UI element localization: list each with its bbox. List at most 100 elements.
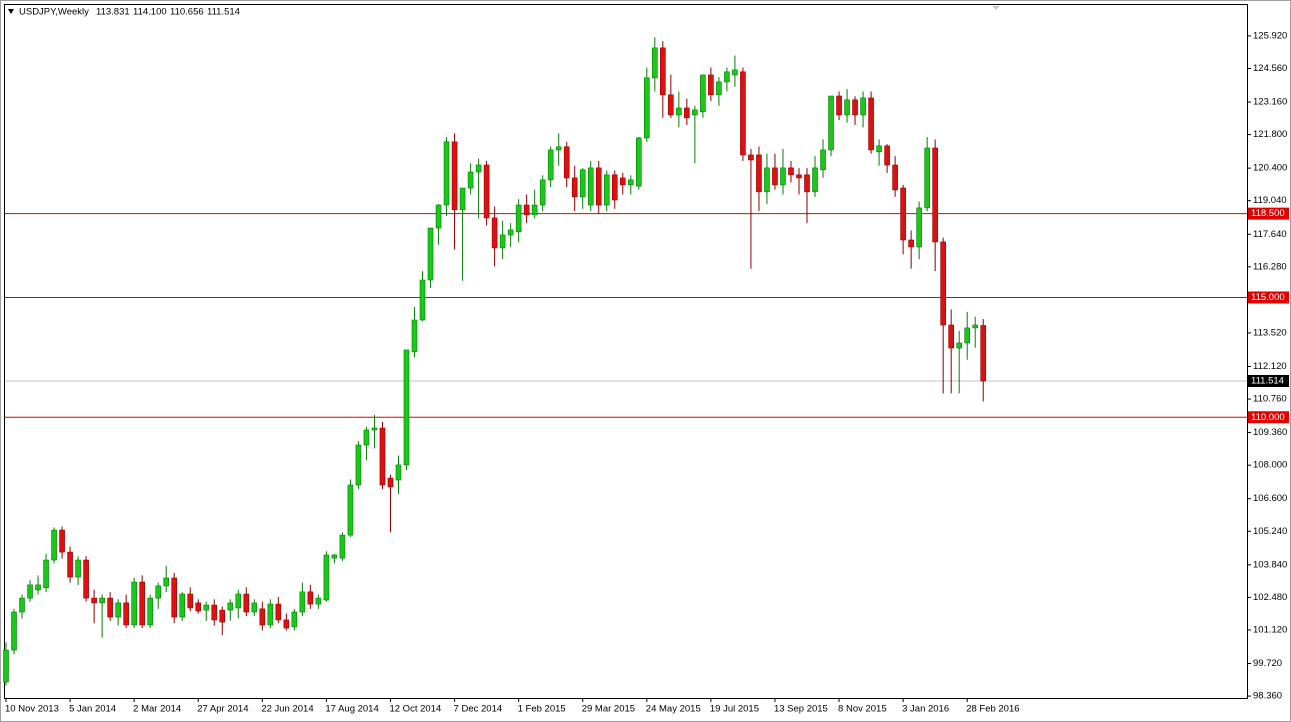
candle-body <box>75 559 81 578</box>
candle-body <box>187 593 194 609</box>
price-level-label: 111.514 <box>1251 376 1284 387</box>
candle-body <box>11 611 17 651</box>
candle-body <box>812 167 818 193</box>
candle-body <box>708 74 714 96</box>
candle-body <box>531 204 538 216</box>
candle-body <box>395 464 402 481</box>
candle-body <box>772 167 778 186</box>
candle-body <box>443 141 450 206</box>
price-level-label: 118.500 <box>1251 208 1285 219</box>
candle-body <box>740 71 746 156</box>
candle-body <box>756 154 762 193</box>
x-tick-label: 5 Jan 2014 <box>69 704 116 715</box>
candle-body <box>339 534 346 559</box>
y-tick-label: 106.600 <box>1253 493 1287 504</box>
ohlc-label: 110.656 <box>170 7 204 18</box>
candle-body <box>299 591 306 613</box>
candle-body <box>892 164 898 191</box>
symbol: USDJPY,Weekly <box>19 7 89 18</box>
candle-body <box>115 602 121 618</box>
candle-body <box>451 141 458 211</box>
price-level-box <box>1248 207 1289 220</box>
candle-body <box>123 602 129 626</box>
y-tick-label: 125.920 <box>1253 30 1287 41</box>
candle-body <box>371 427 378 431</box>
y-tick-label: 116.280 <box>1253 261 1287 272</box>
x-tick-label: 28 Feb 2016 <box>966 704 1019 715</box>
x-tick-label: 29 Mar 2015 <box>582 704 635 715</box>
candle-body <box>684 107 690 119</box>
candle-body <box>35 584 41 591</box>
x-tick-label: 2 Mar 2014 <box>133 704 181 715</box>
candle-body <box>948 324 954 349</box>
candle-body <box>940 241 946 326</box>
x-tick-label: 27 Apr 2014 <box>197 704 248 715</box>
candle-body <box>980 325 987 382</box>
candle-body <box>788 167 794 176</box>
candle-body <box>179 593 186 618</box>
price-level-box <box>1248 411 1289 424</box>
candle-body <box>243 593 250 613</box>
candle-body <box>195 602 202 612</box>
candle-body <box>748 154 754 161</box>
candle-body <box>131 581 137 626</box>
candle-body <box>643 77 650 139</box>
candle-body <box>283 619 290 629</box>
ohlc-label: 111.514 <box>207 7 240 18</box>
candle-body <box>259 608 266 626</box>
plot-area <box>4 4 1248 699</box>
candle-body <box>51 529 57 561</box>
candle-body <box>411 319 418 353</box>
candle-body <box>467 171 474 189</box>
candle-body <box>291 611 298 628</box>
candle-body <box>884 145 890 166</box>
candle-body <box>83 559 89 599</box>
y-tick-label: 105.240 <box>1253 526 1287 537</box>
candle-body <box>804 174 810 193</box>
candle-body <box>523 204 530 216</box>
candle-body <box>908 239 914 248</box>
y-tick-label: 117.640 <box>1253 229 1287 240</box>
candle-body <box>235 593 242 609</box>
candle-body <box>724 71 730 83</box>
x-tick-label: 19 Jul 2015 <box>710 704 759 715</box>
price-level-label: 115.000 <box>1251 292 1285 303</box>
candle-body <box>171 577 178 618</box>
candle-body <box>868 97 874 151</box>
candle-body <box>267 603 274 626</box>
candle-body <box>227 602 234 611</box>
x-tick-label: 17 Aug 2014 <box>325 704 378 715</box>
ohlc-label: 114.100 <box>133 7 167 18</box>
candle-body <box>555 146 562 151</box>
y-tick-label: 102.480 <box>1253 592 1287 603</box>
candle-body <box>900 187 906 241</box>
y-tick-label: 120.400 <box>1253 163 1287 174</box>
candle-body <box>635 137 642 187</box>
candle-body <box>435 204 442 229</box>
candle-body <box>491 217 498 249</box>
candle-body <box>828 95 834 151</box>
y-tick-label: 109.360 <box>1253 427 1287 438</box>
candle-body <box>139 581 145 626</box>
x-tick-label: 7 Dec 2014 <box>454 704 503 715</box>
candle-body <box>355 444 362 486</box>
candle-body <box>275 603 282 621</box>
y-tick-label: 108.000 <box>1253 460 1287 471</box>
x-tick-label: 8 Nov 2015 <box>838 704 887 715</box>
candle-body <box>67 551 73 578</box>
candle-body <box>3 649 9 683</box>
menu-arrow[interactable] <box>8 9 14 14</box>
candle-body <box>219 609 226 623</box>
candle-body <box>932 147 938 243</box>
candle-body <box>611 174 618 201</box>
candle-body <box>475 164 482 173</box>
candle-body <box>19 597 25 613</box>
candle-body <box>700 74 706 113</box>
price-level-label: 110.000 <box>1251 412 1285 423</box>
candle-body <box>147 597 153 626</box>
candle-body <box>43 559 49 589</box>
candle-body <box>676 107 682 116</box>
candle-body <box>876 145 882 153</box>
candle-body <box>387 477 394 488</box>
